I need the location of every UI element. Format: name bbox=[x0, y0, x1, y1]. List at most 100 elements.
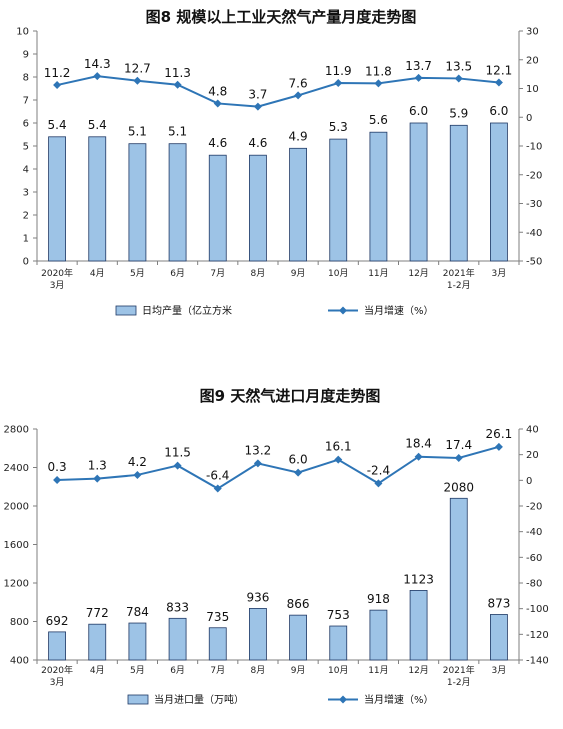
left-tick-label: 1 bbox=[23, 234, 29, 245]
bar-data-label: 772 bbox=[86, 606, 109, 620]
bar-data-label: 735 bbox=[206, 610, 229, 624]
line-marker bbox=[454, 74, 463, 83]
left-tick-label: 400 bbox=[10, 656, 29, 667]
line-marker bbox=[173, 461, 182, 470]
right-tick-label: -40 bbox=[526, 228, 542, 239]
bar bbox=[48, 136, 66, 262]
line-marker bbox=[93, 72, 102, 81]
line-data-label: 13.7 bbox=[405, 59, 432, 73]
line-data-label: 3.7 bbox=[248, 88, 267, 102]
right-tick-label: -120 bbox=[526, 630, 549, 641]
left-tick-label: 10 bbox=[16, 27, 29, 38]
line-data-label: 16.1 bbox=[325, 440, 352, 454]
bar-data-label: 866 bbox=[287, 597, 310, 611]
line-marker bbox=[414, 73, 423, 82]
x-tick-label: 5月 bbox=[130, 665, 145, 676]
left-tick-label: 5 bbox=[23, 142, 29, 153]
bar-data-label: 753 bbox=[327, 608, 350, 622]
bar bbox=[168, 617, 187, 661]
bar bbox=[289, 614, 307, 661]
line-data-label: 13.2 bbox=[245, 443, 272, 457]
legend-bar-swatch bbox=[127, 694, 149, 705]
left-tick-label: 1600 bbox=[4, 540, 29, 551]
bar-data-label: 4.9 bbox=[289, 129, 308, 143]
line-data-label: -6.4 bbox=[206, 469, 229, 483]
line-marker bbox=[53, 475, 62, 484]
line-data-label: 17.4 bbox=[445, 438, 472, 452]
x-tick-label: 3月 bbox=[50, 280, 65, 291]
chart-import: 图9 天然气进口月度走势图 40080012001600200024002800… bbox=[4, 387, 549, 706]
left-tick-label: 2 bbox=[23, 211, 29, 222]
x-tick-label: 4月 bbox=[90, 268, 105, 279]
bar-data-label: 873 bbox=[487, 596, 510, 610]
right-tick-label: 30 bbox=[526, 27, 539, 38]
line-marker bbox=[133, 76, 142, 85]
bar bbox=[409, 122, 428, 262]
right-tick-label: -30 bbox=[526, 199, 542, 210]
right-tick-label: -60 bbox=[526, 553, 542, 564]
bar-data-label: 4.6 bbox=[208, 136, 227, 150]
bar bbox=[128, 143, 147, 262]
line-data-label: 6.0 bbox=[289, 453, 308, 467]
chart-axes: 0 1 2 3 4 5 6 7 8 9 10 -50 -40 -30 -20 -10 0 10 20 30 bbox=[16, 27, 542, 268]
bar bbox=[369, 131, 388, 262]
chart-production: 图8 规模以上工业天然气产量月度走势图 0 1 2 3 4 5 6 7 8 9 10 -50 -40 -3… bbox=[16, 8, 542, 317]
line-marker bbox=[494, 78, 503, 87]
right-tick-label: -40 bbox=[526, 527, 542, 538]
legend-line-label: 当月增速（%） bbox=[364, 693, 434, 706]
x-tick-label: 11月 bbox=[368, 665, 388, 676]
x-tick-label: 3月 bbox=[492, 665, 507, 676]
line-marker bbox=[454, 454, 463, 463]
right-tick-label: 10 bbox=[526, 84, 539, 95]
right-tick-label: -20 bbox=[526, 502, 542, 513]
line-data-label: 11.8 bbox=[365, 64, 392, 78]
line-data-label: 11.3 bbox=[164, 66, 191, 80]
x-tick-label: 1-2月 bbox=[447, 280, 471, 291]
right-tick-label: 20 bbox=[526, 55, 539, 66]
bar bbox=[329, 138, 348, 262]
chart-title: 图8 规模以上工业天然气产量月度走势图 bbox=[146, 8, 417, 26]
line-data-label: 18.4 bbox=[405, 437, 432, 451]
line-marker bbox=[334, 79, 343, 88]
x-tick-label: 2021年 bbox=[443, 664, 475, 676]
legend-bar-label: 日均产量（亿立方米 bbox=[142, 304, 232, 317]
x-tick-label: 2020年 bbox=[41, 267, 73, 279]
bar-data-label: 692 bbox=[46, 614, 69, 628]
x-tick-label: 10月 bbox=[328, 268, 348, 279]
line-marker bbox=[374, 479, 383, 488]
line-marker bbox=[53, 81, 62, 90]
bar-data-label: 2080 bbox=[443, 480, 474, 494]
legend-line-marker bbox=[339, 306, 347, 315]
line-series: 0.3 1.3 4.2 11.5 -6.4 13.2 6.0 16.1 -2.4 18.4 17.4… bbox=[48, 427, 512, 493]
x-tick-label: 2020年 bbox=[41, 664, 73, 676]
line-data-label: 4.8 bbox=[208, 84, 227, 98]
x-tick-label: 8月 bbox=[251, 268, 266, 279]
line-series: 11.2 14.3 12.7 11.3 4.8 3.7 7.6 11.9 11.8 13.7 13.… bbox=[44, 57, 512, 111]
left-tick-label: 6 bbox=[23, 119, 29, 130]
bar-data-label: 833 bbox=[166, 600, 189, 614]
chart-legend: 日均产量（亿立方米 当月增速（%） bbox=[115, 304, 434, 317]
bar-series: 5.4 5.4 5.1 5.1 4.6 4.6 4.9 5.3 5.6 6.0 5.9 6.0 bbox=[48, 104, 508, 262]
left-tick-label: 7 bbox=[23, 96, 29, 107]
bar bbox=[369, 609, 388, 661]
bar-data-label: 5.4 bbox=[88, 118, 107, 132]
legend-line-label: 当月增速（%） bbox=[364, 304, 434, 317]
line-data-label: 1.3 bbox=[88, 459, 107, 473]
bar-data-label: 4.6 bbox=[248, 136, 267, 150]
line-marker bbox=[253, 459, 262, 468]
x-tick-label: 11月 bbox=[368, 268, 388, 279]
x-tick-label: 8月 bbox=[251, 665, 266, 676]
left-tick-label: 0 bbox=[23, 257, 29, 268]
legend-bar-label: 当月进口量（万吨） bbox=[154, 693, 244, 706]
line-marker bbox=[414, 452, 423, 461]
x-tick-label: 2021年 bbox=[443, 267, 475, 279]
line-marker bbox=[334, 455, 343, 464]
bar bbox=[409, 590, 428, 661]
left-tick-label: 8 bbox=[23, 73, 29, 84]
x-tick-label: 12月 bbox=[408, 665, 428, 676]
legend-line-marker bbox=[339, 695, 347, 704]
bar-data-label: 5.9 bbox=[449, 106, 468, 120]
x-tick-label: 3月 bbox=[492, 268, 507, 279]
growth-line bbox=[56, 75, 500, 108]
